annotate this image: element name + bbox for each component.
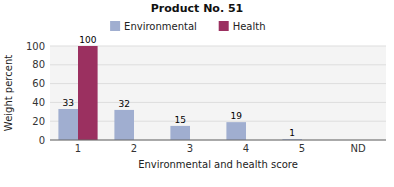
chart-svg: 0 20 40 60 80 100 33 32 15 19 1 100 1 2 3 4 5 ND Environme… <box>0 0 394 187</box>
bar <box>114 110 134 140</box>
data-label: 33 <box>62 98 73 108</box>
plot-area <box>50 46 386 140</box>
chart-title: Product No. 51 <box>151 2 243 15</box>
data-label: 100 <box>79 35 96 45</box>
y-tick-label: 100 <box>26 41 45 52</box>
x-tick-label: 1 <box>75 143 81 154</box>
y-tick-label: 0 <box>39 135 45 146</box>
x-tick-label: 4 <box>243 143 249 154</box>
bars <box>58 46 302 140</box>
x-tick-label: ND <box>350 143 365 154</box>
legend-swatch <box>110 21 120 31</box>
chart-container: 0 20 40 60 80 100 33 32 15 19 1 100 1 2 3 4 5 ND Environme… <box>0 0 394 187</box>
grid-line <box>50 121 386 122</box>
grid-line <box>50 64 386 65</box>
legend: Environmental Health <box>110 21 265 32</box>
y-tick-label: 40 <box>32 97 45 108</box>
x-tick-label: 5 <box>299 143 305 154</box>
y-tick-label: 60 <box>32 78 45 89</box>
x-axis-line <box>50 140 386 141</box>
legend-label: Health <box>233 21 266 32</box>
data-label: 32 <box>118 99 129 109</box>
x-tick-label: 3 <box>187 143 193 154</box>
bar <box>58 109 78 140</box>
legend-label: Environmental <box>124 21 197 32</box>
bar <box>170 126 190 140</box>
bar <box>78 46 98 140</box>
x-axis-title: Environmental and health score <box>138 159 298 170</box>
x-tick-label: 2 <box>131 143 137 154</box>
data-label: 19 <box>230 111 242 121</box>
grid-line <box>50 140 386 141</box>
data-label: 1 <box>289 128 295 138</box>
legend-swatch <box>219 21 229 31</box>
bar <box>226 122 246 140</box>
grid-line <box>50 102 386 103</box>
y-axis-title: Weight percent <box>3 55 14 131</box>
data-label: 15 <box>174 115 185 125</box>
y-tick-label: 20 <box>32 116 45 127</box>
data-labels: 33 32 15 19 1 100 <box>62 35 295 138</box>
grid-line <box>50 83 386 84</box>
y-tick-label: 80 <box>32 59 45 70</box>
grid-line <box>50 46 386 47</box>
